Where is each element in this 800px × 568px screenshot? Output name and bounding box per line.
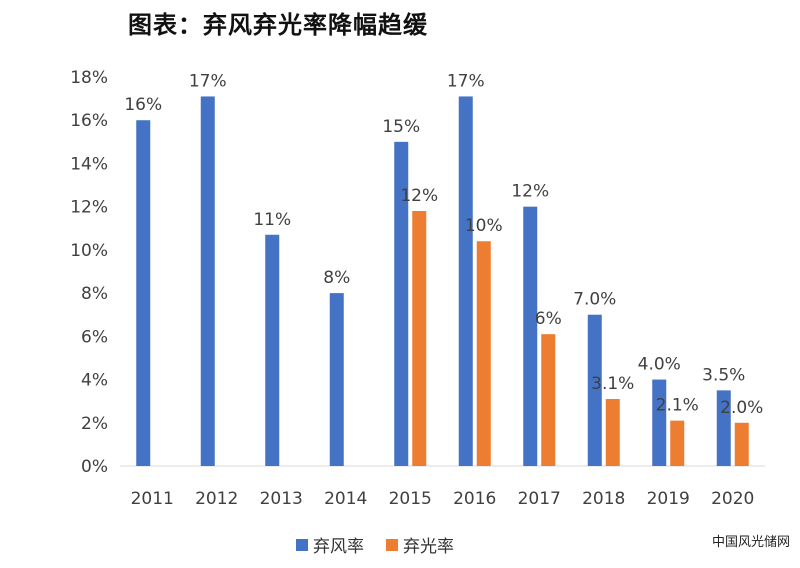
data-label-wind: 3.5% (702, 365, 745, 385)
y-tick-label: 16% (70, 111, 108, 131)
chart-title: 图表：弃风弃光率降幅趋缓 (128, 11, 428, 39)
legend-swatch-solar (386, 538, 398, 551)
data-label-solar: 6% (535, 309, 562, 329)
data-label-wind: 4.0% (638, 355, 681, 375)
bar-wind (265, 234, 280, 466)
bar-wind (136, 120, 151, 466)
y-tick-label: 4% (81, 371, 108, 391)
x-axis: 2011 2012 2013 2014 2015 2016 2017 2018 2019 2020 (120, 465, 765, 509)
bar-solar (734, 422, 749, 466)
bar-solar (670, 420, 685, 466)
data-label-solar: 3.1% (591, 374, 634, 394)
x-tick-label: 2018 (582, 489, 625, 509)
bar-solar (476, 241, 491, 466)
bar-wind (523, 206, 538, 466)
data-label-wind: 16% (124, 95, 162, 115)
x-tick-label: 2019 (647, 489, 690, 509)
bar-wind (329, 293, 344, 466)
data-label-wind: 8% (323, 268, 350, 288)
data-label-wind: 17% (447, 71, 485, 91)
bar-wind (200, 96, 215, 466)
y-tick-label: 18% (70, 68, 108, 88)
bar-labels: 16% 17% 11% 8% 15% 17% 12% 7.0% 4.0% 3.5% 12% 10% 6%… (124, 71, 763, 417)
y-tick-label: 6% (81, 327, 108, 347)
bar-solar (541, 334, 556, 466)
data-label-wind: 11% (253, 210, 291, 230)
y-tick-label: 10% (70, 241, 108, 261)
x-tick-label: 2013 (260, 489, 303, 509)
bar-wind (652, 379, 667, 466)
y-tick-label: 0% (81, 457, 108, 477)
data-label-solar: 2.1% (656, 396, 699, 416)
x-tick-label: 2014 (324, 489, 367, 509)
data-label-wind: 12% (511, 182, 549, 202)
x-tick-label: 2017 (518, 489, 561, 509)
legend-item-solar: 弃光率 (386, 532, 454, 557)
legend: 弃风率 弃光率 (296, 532, 454, 557)
x-tick-label: 2016 (453, 489, 496, 509)
y-tick-label: 14% (70, 154, 108, 174)
bar-wind (587, 314, 602, 466)
legend-label-solar: 弃光率 (403, 537, 454, 557)
bars (136, 96, 749, 467)
y-tick-label: 8% (81, 284, 108, 304)
x-tick-label: 2012 (195, 489, 238, 509)
data-label-wind: 7.0% (573, 290, 616, 310)
watermark: 中国风光储网 (711, 535, 790, 550)
data-label-solar: 2.0% (720, 398, 763, 418)
y-tick-label: 2% (81, 414, 108, 434)
data-label-solar: 12% (400, 186, 438, 206)
legend-item-wind: 弃风率 (296, 532, 364, 557)
bar-wind (716, 390, 731, 466)
bar-wind (394, 141, 409, 467)
data-label-wind: 15% (382, 117, 420, 137)
legend-swatch-wind (296, 538, 308, 551)
x-tick-label: 2011 (131, 489, 174, 509)
bar-solar (412, 210, 427, 466)
x-tick-label: 2015 (389, 489, 432, 509)
data-label-solar: 10% (465, 216, 503, 236)
x-tick-label: 2020 (711, 489, 754, 509)
legend-label-wind: 弃风率 (313, 537, 364, 557)
y-axis: 0% 2% 4% 6% 8% 10% 12% 14% 16% 18% (70, 68, 108, 477)
bar-solar (605, 399, 620, 466)
y-tick-label: 12% (70, 198, 108, 218)
bar-wind (458, 96, 473, 466)
data-label-wind: 17% (189, 71, 227, 91)
